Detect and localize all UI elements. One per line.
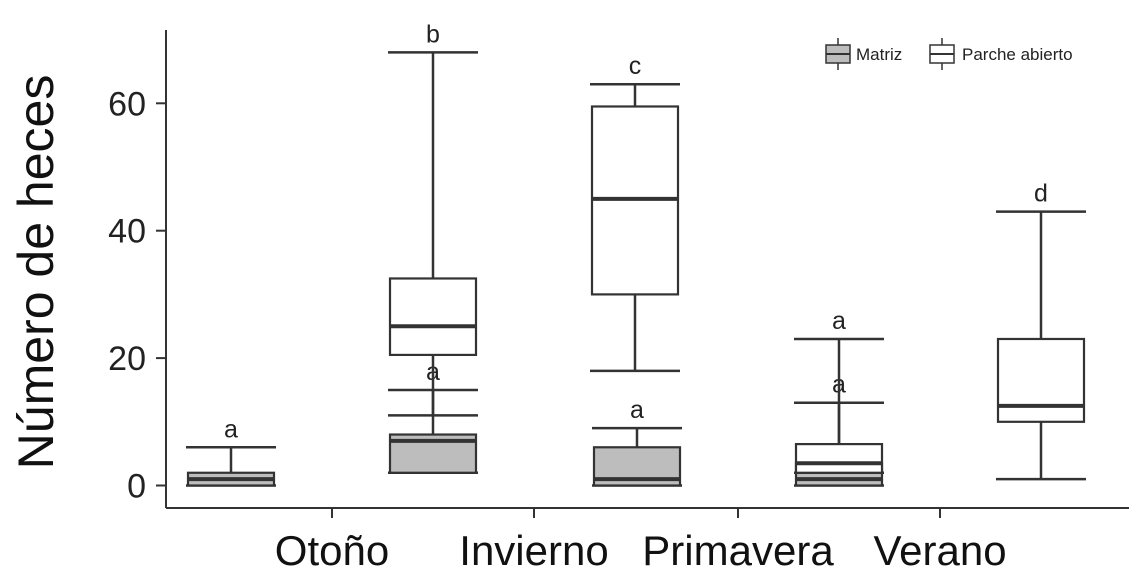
box-parche-abierto-0: b: [388, 20, 478, 417]
y-axis-ticks: 0 20 40 60: [108, 85, 166, 506]
y-tick-label-0: 0: [127, 468, 146, 506]
legend-label: Matriz: [856, 45, 902, 64]
significance-label: c: [629, 52, 642, 80]
legend-label: Parche abierto: [962, 45, 1073, 64]
x-axis-ticks: Otoño Invierno Primavera Verano: [275, 508, 1007, 572]
y-axis-label: Número de heces: [8, 75, 64, 470]
y-tick-label-60: 60: [108, 85, 146, 123]
iqr-box: [996, 337, 1086, 423]
legend-item-parche-abierto: Parche abierto: [929, 38, 1073, 70]
legend: Matriz Parche abierto: [825, 38, 1073, 70]
box-parche-abierto-1: c: [590, 52, 680, 373]
box-parche-abierto-3: d: [996, 180, 1086, 481]
y-tick-label-20: 20: [108, 340, 146, 378]
significance-label: b: [426, 20, 440, 48]
box-matriz-0: a: [186, 415, 276, 487]
iqr-box: [388, 277, 478, 357]
legend-item-matriz: Matriz: [825, 38, 902, 70]
y-tick-label-40: 40: [108, 213, 146, 251]
box-matriz-2: a: [592, 396, 682, 487]
box-series: aaaabcad: [186, 20, 1086, 487]
significance-label: d: [1034, 180, 1048, 208]
x-tick-label-3: Verano: [873, 527, 1006, 572]
significance-label: a: [630, 396, 644, 424]
x-tick-label-1: Invierno: [459, 527, 608, 572]
box-parche-abierto-2: a: [794, 307, 884, 475]
significance-label: a: [224, 415, 238, 443]
x-tick-label-2: Primavera: [642, 527, 834, 572]
iqr-box: [794, 442, 884, 474]
x-tick-label-0: Otoño: [275, 527, 389, 572]
significance-label: a: [832, 307, 846, 335]
